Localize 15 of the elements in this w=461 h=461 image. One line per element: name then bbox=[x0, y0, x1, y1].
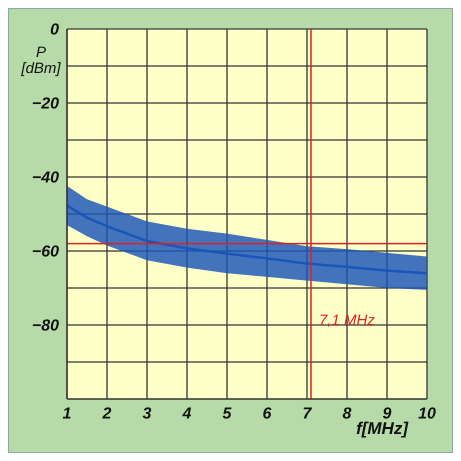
x-tick-label: 6 bbox=[262, 405, 272, 422]
x-tick-label: 5 bbox=[222, 405, 233, 422]
y-tick-label: −80 bbox=[32, 318, 60, 335]
x-tick-label: 7 bbox=[302, 405, 313, 422]
y-axis-title: P [dBm] bbox=[20, 44, 62, 77]
y-tick-label: −40 bbox=[32, 170, 60, 187]
y-tick-label: −20 bbox=[32, 96, 60, 113]
x-tick-label: 10 bbox=[418, 405, 436, 422]
y-tick-label: 0 bbox=[50, 22, 60, 39]
y-tick-label: −60 bbox=[32, 244, 60, 261]
x-tick-label: 3 bbox=[142, 405, 152, 422]
x-tick-label: 8 bbox=[342, 405, 352, 422]
x-tick-label: 2 bbox=[102, 405, 112, 422]
x-tick-label: 1 bbox=[62, 405, 72, 422]
x-tick-label: 4 bbox=[182, 405, 192, 422]
